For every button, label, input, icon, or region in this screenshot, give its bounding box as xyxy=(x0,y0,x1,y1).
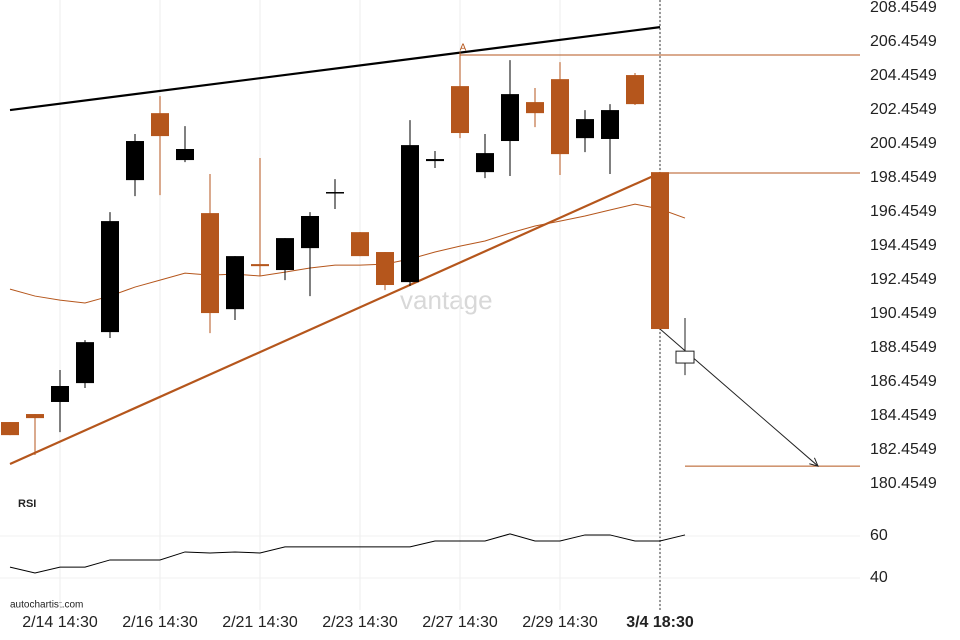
x-tick-label: 2/14 14:30 xyxy=(22,614,98,631)
candle-body xyxy=(476,153,494,173)
y-tick-label: 202.4549 xyxy=(870,101,937,118)
y-tick-label: 206.4549 xyxy=(870,33,937,50)
rsi-title: RSI xyxy=(18,498,36,510)
candle-body xyxy=(201,213,219,314)
x-tick-label: 2/27 14:30 xyxy=(422,614,498,631)
candle-body xyxy=(551,79,569,155)
candle-body xyxy=(526,102,544,114)
rsi-line xyxy=(9,533,686,574)
annotation: A xyxy=(460,43,467,54)
y-tick-label: 198.4549 xyxy=(870,169,937,186)
candle-body xyxy=(675,350,695,364)
watermark: vantage xyxy=(400,285,493,315)
rsi-tick-label: 60 xyxy=(870,527,888,544)
trendline xyxy=(9,26,661,112)
rsi-tick-label: 40 xyxy=(870,569,888,586)
candle-body xyxy=(276,238,294,271)
x-tick-label: 3/4 18:30 xyxy=(626,614,694,631)
trendline xyxy=(9,171,661,466)
y-tick-label: 180.4549 xyxy=(870,475,937,492)
candle-body xyxy=(1,422,19,436)
y-tick-label: 188.4549 xyxy=(870,339,937,356)
y-tick-label: 186.4549 xyxy=(870,373,937,390)
candle-body xyxy=(176,149,194,161)
candle-body xyxy=(126,141,144,181)
arrow-head xyxy=(809,457,819,467)
projection-arrow xyxy=(659,328,819,467)
candle-body xyxy=(351,232,369,257)
candle-body xyxy=(426,159,444,162)
candle-body xyxy=(376,252,394,286)
x-tick-label: 2/23 14:30 xyxy=(322,614,398,631)
y-tick-label: 204.4549 xyxy=(870,67,937,84)
x-tick-label: 2/29 14:30 xyxy=(522,614,598,631)
candle-body xyxy=(101,221,119,333)
y-tick-label: 200.4549 xyxy=(870,135,937,152)
candle-body xyxy=(451,86,469,134)
moving-average xyxy=(9,203,686,304)
x-tick-label: 2/16 14:30 xyxy=(122,614,198,631)
candle-body xyxy=(26,414,44,419)
candle-body xyxy=(401,145,419,283)
candle-body xyxy=(226,256,244,310)
candle-body xyxy=(651,172,669,330)
y-tick-label: 194.4549 xyxy=(870,237,937,254)
candle-body xyxy=(501,94,519,142)
y-tick-label: 208.4549 xyxy=(870,0,937,16)
y-tick-label: 184.4549 xyxy=(870,407,937,424)
y-tick-label: 192.4549 xyxy=(870,271,937,288)
x-tick-label: 2/21 14:30 xyxy=(222,614,298,631)
candle-body xyxy=(51,385,69,402)
candle-body xyxy=(601,110,619,139)
candle-body xyxy=(301,215,319,249)
candle-body xyxy=(626,75,644,105)
y-tick-label: 182.4549 xyxy=(870,441,937,458)
source: autochartist.com xyxy=(10,600,83,611)
candle-body xyxy=(251,264,269,267)
candle-body xyxy=(151,113,169,137)
candle-body xyxy=(576,119,594,139)
y-tick-label: 190.4549 xyxy=(870,305,937,322)
candle-body xyxy=(326,192,344,194)
y-tick-label: 196.4549 xyxy=(870,203,937,220)
candle-body xyxy=(76,342,94,384)
